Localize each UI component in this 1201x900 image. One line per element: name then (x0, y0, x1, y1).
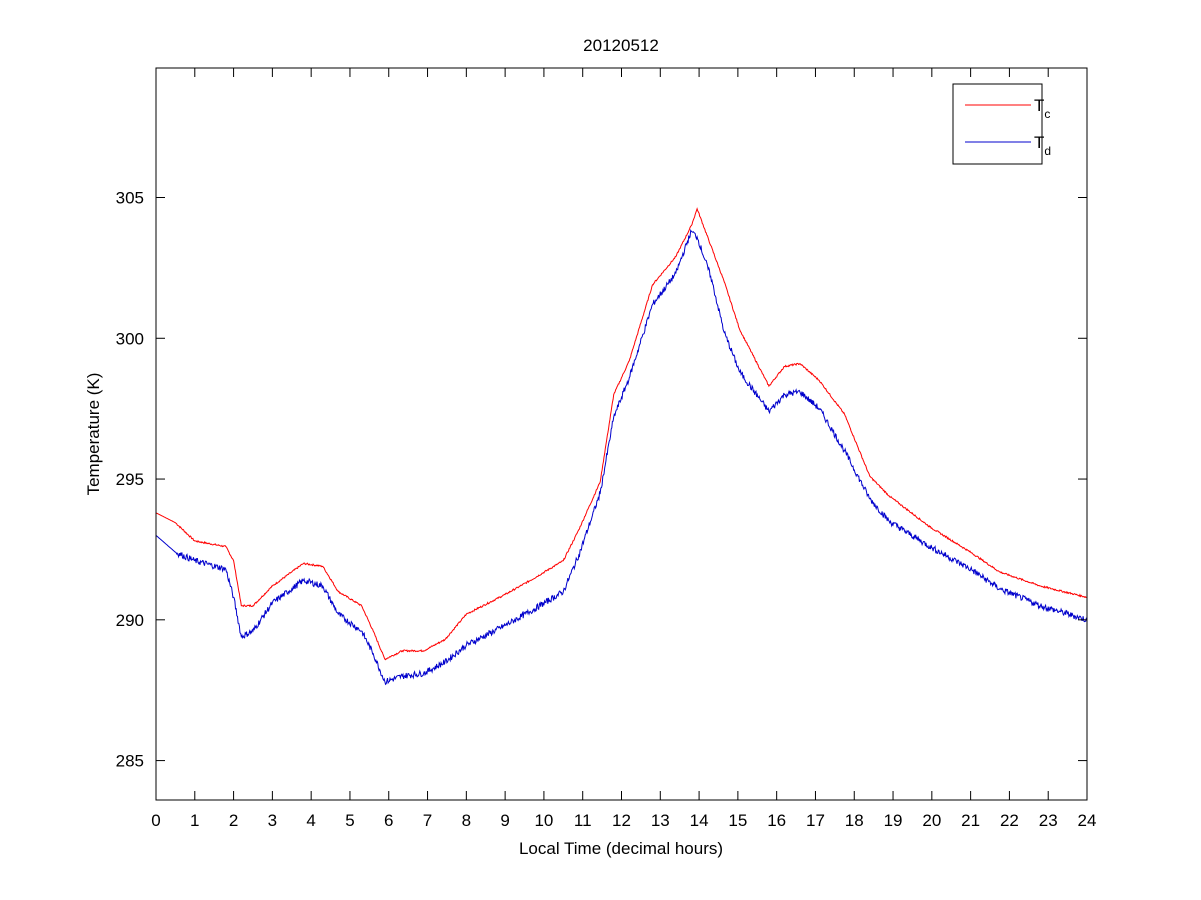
y-axis-label: Temperature (K) (84, 373, 103, 496)
x-tick-label: 14 (690, 811, 709, 830)
x-tick-label: 2 (229, 811, 238, 830)
x-tick-label: 15 (728, 811, 747, 830)
x-tick-label: 8 (462, 811, 471, 830)
x-tick-label: 21 (961, 811, 980, 830)
x-tick-label: 7 (423, 811, 432, 830)
x-tick-label: 9 (500, 811, 509, 830)
y-tick-label: 305 (116, 189, 144, 208)
y-tick-label: 290 (116, 611, 144, 630)
x-tick-label: 17 (806, 811, 825, 830)
x-tick-label: 0 (151, 811, 160, 830)
x-axis: 0 1 2 3 4 5 6 7 8 9 10 11 12 13 14 15 16 17 18 19 20 21 22 23 24 (151, 68, 1096, 830)
series-layer (155, 207, 1088, 686)
legend-label-tc: Tc (1034, 96, 1050, 121)
y-axis: 285 290 295 300 305 (116, 189, 1087, 771)
legend-label-td: Td (1034, 133, 1051, 158)
x-tick-label: 11 (574, 811, 592, 830)
x-tick-label: 19 (884, 811, 903, 830)
x-tick-label: 22 (1000, 811, 1019, 830)
x-tick-label: 24 (1078, 811, 1097, 830)
series-line-Tc (155, 207, 1088, 661)
chart-title: 20120512 (583, 36, 659, 55)
y-tick-label: 285 (116, 752, 144, 771)
x-tick-label: 12 (612, 811, 631, 830)
legend: Tc Td (952, 83, 1051, 165)
series-line-Td (155, 228, 1088, 686)
x-tick-label: 1 (190, 811, 199, 830)
y-tick-label: 295 (116, 470, 144, 489)
legend-box (952, 83, 1043, 165)
x-tick-label: 23 (1039, 811, 1058, 830)
x-tick-label: 10 (534, 811, 553, 830)
x-tick-label: 16 (767, 811, 786, 830)
x-tick-label: 13 (651, 811, 670, 830)
x-tick-label: 6 (384, 811, 393, 830)
x-tick-label: 20 (922, 811, 941, 830)
x-tick-label: 3 (268, 811, 277, 830)
x-tick-label: 4 (306, 811, 315, 830)
x-axis-label: Local Time (decimal hours) (519, 839, 723, 858)
x-tick-label: 5 (345, 811, 354, 830)
y-tick-label: 300 (116, 329, 144, 348)
x-tick-label: 18 (845, 811, 864, 830)
